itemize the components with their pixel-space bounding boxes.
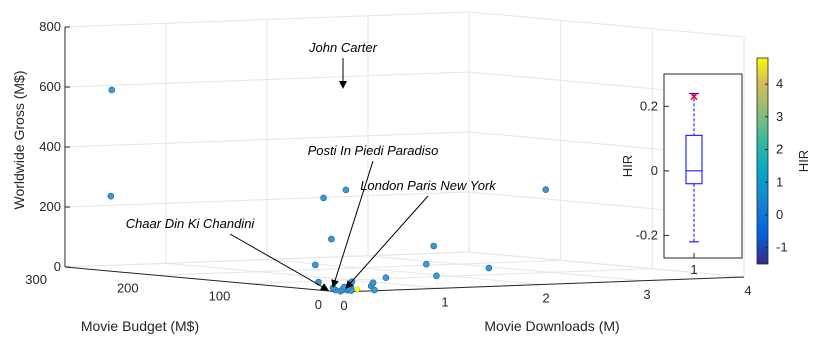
x-tick-label: 0 xyxy=(340,298,347,313)
y-axis-line xyxy=(64,266,341,293)
annotation-arrow xyxy=(229,233,329,291)
grid-line xyxy=(64,11,470,28)
grid-line xyxy=(156,259,561,276)
data-point xyxy=(328,235,335,243)
data-point xyxy=(107,192,115,200)
x-tick-label: 3 xyxy=(643,287,650,302)
data-point xyxy=(108,86,116,94)
annotation-label: Posti In Piedi Paradiso xyxy=(308,143,439,158)
y-tick-label: 0 xyxy=(315,297,322,312)
colorbar-tick-label: 1 xyxy=(776,174,783,189)
data-point xyxy=(542,186,550,193)
colorbar-tick-label: 4 xyxy=(776,76,783,91)
z-tick-label: 0 xyxy=(54,259,61,274)
annotation-arrow xyxy=(331,160,374,288)
data-point xyxy=(342,186,350,194)
data-point xyxy=(320,194,327,202)
inset-y-tick-label: 0 xyxy=(651,163,658,178)
colorbar-gradient xyxy=(756,57,769,265)
grid-line xyxy=(64,71,470,88)
z-tick-label: 200 xyxy=(39,199,61,214)
data-point xyxy=(371,286,378,294)
inset-frame xyxy=(663,73,743,259)
colorbar: -1 0 1 2 3 4 HIR xyxy=(756,57,811,265)
annotations: John Carter Posti In Piedi Paradiso London… xyxy=(126,40,497,291)
colorbar-ticks: -1 0 1 2 3 4 xyxy=(765,76,788,255)
inset-ylabel: HIR xyxy=(620,155,635,177)
highlight-point xyxy=(354,286,361,293)
z-tick-label: 600 xyxy=(39,79,61,94)
xlabel: Movie Downloads (M) xyxy=(484,318,619,334)
grid-line xyxy=(266,259,543,285)
outlier-marker xyxy=(690,93,698,101)
annotation-label: Chaar Din Ki Chandini xyxy=(126,216,256,231)
data-point xyxy=(430,242,437,250)
inset-y-tick-label: 0.2 xyxy=(640,98,658,113)
data-point xyxy=(369,279,377,287)
y-tick-label: 300 xyxy=(25,272,47,287)
annotation-label: London Paris New York xyxy=(360,178,497,193)
data-point xyxy=(311,261,319,269)
annotation-label: John Carter xyxy=(308,40,378,55)
x-axis-line xyxy=(339,276,745,293)
colorbar-tick-label: -1 xyxy=(776,240,788,255)
x-tick-label: 4 xyxy=(744,283,751,298)
grid-line xyxy=(64,251,470,268)
ylabel: Movie Budget (M$) xyxy=(81,318,199,334)
colorbar-label: HIR xyxy=(796,150,811,172)
data-point xyxy=(485,264,493,272)
grid-line xyxy=(64,191,470,208)
iqr-box xyxy=(685,134,703,185)
z-tick-label: 800 xyxy=(39,19,61,34)
data-point xyxy=(382,274,390,282)
y-tick-label: 100 xyxy=(209,289,231,304)
colorbar-tick-label: 2 xyxy=(776,142,783,157)
inset-boxplot: -0.2 0 0.2 1 HIR xyxy=(620,73,743,277)
x-tick-label: 1 xyxy=(441,294,448,309)
zlabel: Worldwide Gross (M$) xyxy=(11,71,27,210)
data-point xyxy=(423,260,430,268)
x-tick-label: 2 xyxy=(542,291,549,306)
colorbar-tick-label: 0 xyxy=(776,207,783,222)
annotation-arrow xyxy=(345,195,429,289)
data-point xyxy=(433,272,440,280)
grid-line xyxy=(468,251,745,278)
axes-lines xyxy=(64,26,745,293)
axis-tick-labels: 0 1 2 3 4 0 100 200 300 0 200 400 600 800 xyxy=(25,19,751,313)
grid-line xyxy=(367,255,644,282)
inset-y-tick-label: -0.2 xyxy=(636,227,658,242)
inset-x-tick-label: 1 xyxy=(690,262,697,277)
grid-line xyxy=(468,11,745,38)
y-tick-label: 200 xyxy=(117,280,139,295)
grid-line xyxy=(64,131,470,148)
z-tick-label: 400 xyxy=(39,139,61,154)
inset-elements: -0.2 0 0.2 1 xyxy=(636,92,703,277)
colorbar-tick-label: 3 xyxy=(776,109,783,124)
